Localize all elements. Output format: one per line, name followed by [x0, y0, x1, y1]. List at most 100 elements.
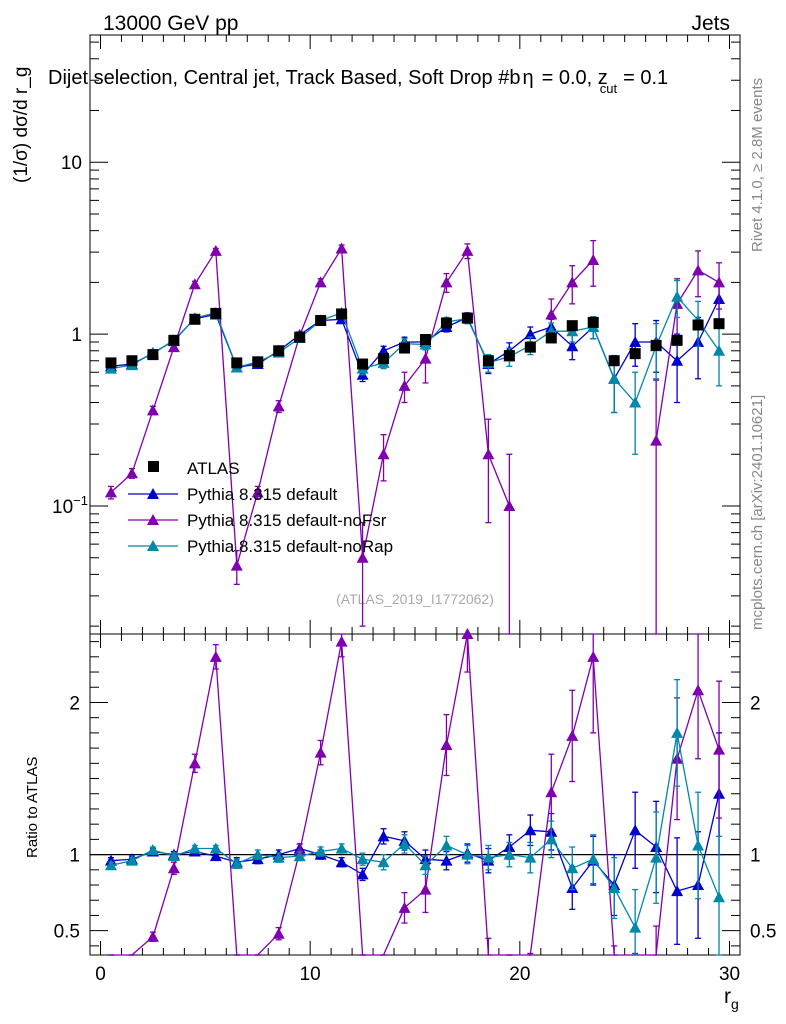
main-point-default	[524, 328, 537, 340]
ratio-line-noRap	[110, 732, 720, 930]
main-point-noFsr	[461, 244, 474, 256]
rivet-label: Rivet 4.1.0, ≥ 2.8M events	[749, 78, 766, 252]
ratio-point-noFsr	[167, 862, 180, 874]
main-point-atlas	[545, 332, 557, 344]
ratio-point-noRap	[356, 853, 369, 865]
main-point-atlas	[503, 350, 515, 362]
ratio-axis-ticks: 0 10 20 30 0.5 0.5 1 1 2 2	[54, 634, 776, 985]
ratio-point-noRap	[419, 859, 432, 871]
x-tick-label: 0	[95, 964, 106, 985]
ratio-point-noFsr	[272, 927, 285, 939]
main-point-atlas	[273, 345, 285, 357]
y-tick-label: 10	[61, 153, 82, 174]
ratio-point-noFsr	[461, 628, 474, 639]
main-point-noFsr	[125, 467, 138, 479]
main-point-noFsr	[377, 448, 390, 460]
main-point-noFsr	[314, 276, 327, 288]
main-point-noFsr	[566, 276, 579, 288]
main-point-atlas	[210, 307, 222, 319]
main-point-noFsr	[545, 308, 558, 320]
main-point-default	[629, 335, 642, 347]
main-point-noFsr	[503, 499, 516, 511]
ratio-point-noFsr	[440, 739, 453, 751]
ratio-point-noFsr	[314, 746, 327, 758]
main-point-noFsr	[419, 352, 432, 364]
y-tick-label: 1	[71, 325, 82, 346]
ratio-point-default	[629, 824, 642, 836]
ratio-point-noRap	[398, 837, 411, 849]
ratio-point-noRap	[293, 850, 306, 862]
ratio-point-noRap	[713, 891, 726, 903]
ratio-point-noRap	[545, 833, 558, 845]
main-axis-ticks: 10 1 10−1	[52, 35, 740, 634]
legend-label-default: Pythia 8.315 default	[187, 485, 338, 504]
ratio-point-noRap	[440, 839, 453, 851]
ratio-point-noRap	[167, 850, 180, 862]
ratio-point-noFsr	[713, 743, 726, 755]
legend-marker-default	[147, 488, 159, 499]
main-point-noFsr	[356, 551, 369, 563]
main-point-default	[377, 344, 390, 356]
ratio-point-noRap	[188, 842, 201, 854]
ratio-point-noFsr	[419, 883, 432, 895]
ratio-point-default	[671, 885, 684, 897]
main-point-atlas	[671, 334, 683, 346]
ratio-point-noRap	[566, 862, 579, 874]
ratio-point-default	[356, 868, 369, 880]
ratio-point-noRap	[209, 842, 222, 854]
main-point-atlas	[629, 348, 641, 360]
ratio-point-default	[524, 824, 537, 836]
main-point-atlas	[399, 342, 411, 354]
main-point-noFsr	[650, 434, 663, 446]
main-point-atlas	[566, 320, 578, 332]
legend-label-norap: Pythia 8.315 default-noRap	[187, 537, 393, 556]
main-point-atlas	[252, 356, 264, 368]
ratio-point-noRap	[503, 848, 516, 860]
ratio-point-noRap	[377, 856, 390, 868]
ratio-point-noRap	[692, 839, 705, 851]
ratio-point-default	[377, 830, 390, 842]
ratio-point-noRap	[482, 851, 495, 863]
main-point-atlas	[524, 341, 536, 353]
xlabel: rg	[724, 985, 739, 1012]
main-point-atlas	[105, 357, 117, 369]
main-point-noFsr	[146, 404, 159, 416]
main-point-atlas	[294, 331, 306, 343]
main-point-noFsr	[272, 400, 285, 412]
main-point-noRap	[608, 372, 621, 384]
main-point-atlas	[126, 355, 138, 367]
ratio-point-noRap	[272, 851, 285, 863]
y-tick-label-right: 2	[750, 693, 761, 714]
ratio-point-noFsr	[545, 786, 558, 798]
main-point-default	[566, 340, 579, 352]
y-tick-label-right: 0.5	[750, 922, 776, 943]
x-tick-label: 30	[719, 964, 740, 985]
main-point-noFsr	[209, 244, 222, 256]
ratio-point-noFsr	[692, 684, 705, 696]
main-point-atlas	[461, 312, 473, 324]
ratio-point-default	[209, 850, 222, 862]
y-tick-label: 1	[69, 846, 80, 867]
main-point-noFsr	[335, 242, 348, 254]
main-point-atlas	[482, 355, 494, 367]
main-point-atlas	[189, 313, 201, 325]
legend-label-nofsr: Pythia 8.315 default-noFsr	[187, 511, 387, 530]
ratio-line-default	[110, 793, 720, 892]
main-point-noFsr	[440, 276, 453, 288]
main-line-default	[110, 298, 720, 381]
ratio-ylabel: Ratio to ATLAS	[24, 757, 41, 858]
main-point-atlas	[608, 355, 620, 367]
main-line-noRap	[110, 295, 720, 404]
ratio-point-noRap	[335, 842, 348, 854]
main-point-atlas	[231, 357, 243, 369]
ratio-plot-frame	[89, 633, 741, 956]
main-point-atlas	[713, 318, 725, 330]
ratio-point-noRap	[629, 921, 642, 933]
category-label: Jets	[691, 12, 730, 35]
legend: ATLAS Pythia 8.315 default Pythia 8.315 …	[128, 459, 393, 556]
ratio-point-default	[440, 854, 453, 866]
ratio-point-noFsr	[146, 930, 159, 942]
main-point-atlas	[440, 317, 452, 329]
main-point-atlas	[315, 315, 327, 327]
y-tick-label: 2	[69, 693, 80, 714]
